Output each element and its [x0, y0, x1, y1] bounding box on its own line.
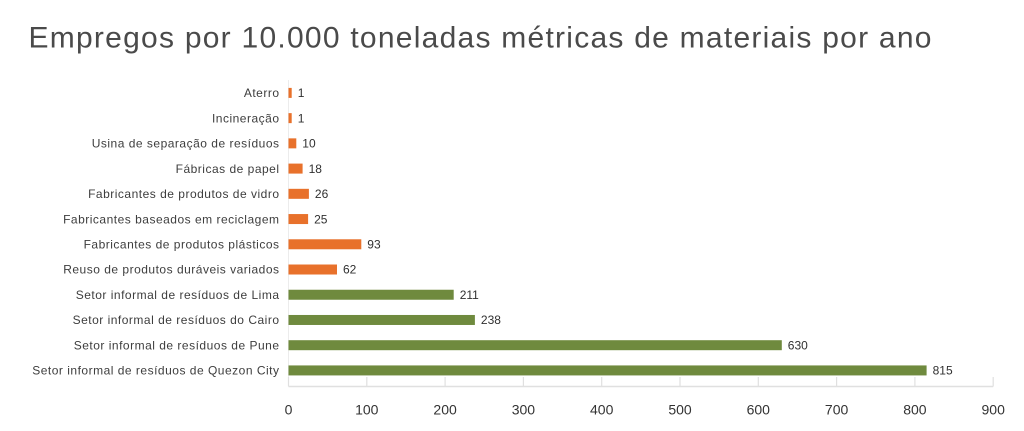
svg-text:Setor informal de resíduos de: Setor informal de resíduos de Pune — [74, 338, 280, 352]
svg-text:Empregos por 10.000 toneladas: Empregos por 10.000 toneladas métricas d… — [29, 22, 933, 55]
svg-text:10: 10 — [302, 137, 316, 151]
svg-text:Incineração: Incineração — [212, 111, 280, 125]
svg-text:700: 700 — [825, 402, 849, 418]
svg-text:900: 900 — [982, 402, 1006, 418]
svg-text:300: 300 — [512, 402, 536, 418]
svg-text:1: 1 — [298, 111, 305, 125]
svg-text:Fabricantes baseados em recicl: Fabricantes baseados em reciclagem — [63, 212, 279, 226]
svg-text:Reuso de produtos duráveis var: Reuso de produtos duráveis variados — [63, 263, 279, 277]
svg-text:Fábricas de papel: Fábricas de papel — [176, 162, 280, 176]
svg-text:600: 600 — [747, 402, 771, 418]
svg-text:62: 62 — [343, 263, 357, 277]
svg-text:Fabricantes de produtos plásti: Fabricantes de produtos plásticos — [84, 237, 280, 251]
svg-text:93: 93 — [367, 237, 381, 251]
svg-text:630: 630 — [788, 338, 808, 352]
svg-text:0: 0 — [285, 402, 293, 418]
svg-text:Fabricantes de produtos de vid: Fabricantes de produtos de vidro — [88, 187, 279, 201]
svg-text:Setor informal de resíduos do: Setor informal de resíduos do Cairo — [73, 313, 280, 327]
svg-text:26: 26 — [315, 187, 329, 201]
svg-text:25: 25 — [314, 212, 328, 226]
svg-text:1: 1 — [298, 86, 305, 100]
svg-text:Aterro: Aterro — [244, 86, 280, 100]
svg-text:815: 815 — [933, 364, 953, 378]
svg-text:100: 100 — [355, 402, 379, 418]
svg-text:238: 238 — [481, 313, 501, 327]
svg-text:200: 200 — [433, 402, 457, 418]
svg-text:211: 211 — [460, 288, 479, 302]
svg-text:400: 400 — [590, 402, 614, 418]
svg-text:500: 500 — [668, 402, 692, 418]
svg-text:800: 800 — [903, 402, 927, 418]
svg-text:Setor informal de resíduos de: Setor informal de resíduos de Lima — [76, 288, 280, 302]
svg-text:Setor informal de resíduos de: Setor informal de resíduos de Quezon Cit… — [32, 364, 279, 378]
svg-text:18: 18 — [309, 162, 323, 176]
svg-text:Usina de separação de resíduos: Usina de separação de resíduos — [92, 137, 280, 151]
